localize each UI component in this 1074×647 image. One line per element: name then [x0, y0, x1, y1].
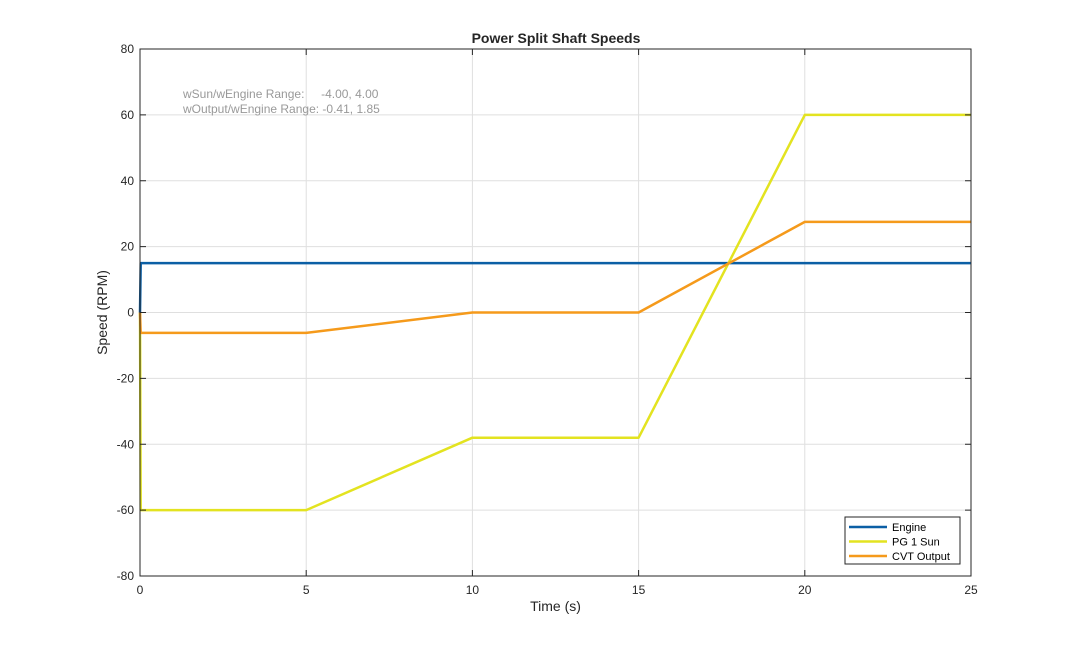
x-tick-label: 20: [798, 583, 812, 597]
chart-title: Power Split Shaft Speeds: [472, 30, 641, 46]
x-tick-label: 5: [303, 583, 310, 597]
annotation-output-range: wOutput/wEngine Range: -0.41, 1.85: [182, 102, 380, 116]
y-tick-label: 60: [121, 108, 135, 122]
legend: Engine PG 1 Sun CVT Output: [844, 516, 961, 565]
y-tick-label: 0: [127, 306, 134, 320]
y-tick-label: -80: [117, 569, 135, 583]
y-tick-label: -40: [117, 437, 135, 451]
y-tick-label: -60: [117, 503, 135, 517]
x-tick-label: 0: [137, 583, 144, 597]
legend-label-cvt-output: CVT Output: [892, 551, 950, 563]
y-axis-label: Speed (RPM): [94, 270, 110, 355]
x-tick-label: 15: [632, 583, 646, 597]
x-tick-label: 10: [466, 583, 480, 597]
legend-label-pg-1-sun: PG 1 Sun: [892, 537, 940, 549]
ticks: [139, 48, 972, 577]
series-line-engine: [138, 261, 971, 313]
y-tick-label: -20: [117, 371, 135, 385]
series-line-cvt-output: [138, 220, 971, 335]
y-tick-label: 40: [121, 174, 135, 188]
x-axis-label: Time (s): [530, 598, 581, 614]
annotation-sun-range: wSun/wEngine Range: -4.00, 4.00: [182, 87, 379, 101]
y-tick-label: 20: [121, 240, 135, 254]
y-tick-label: 80: [121, 42, 135, 56]
x-tick-label: 25: [964, 583, 978, 597]
legend-label-engine: Engine: [892, 522, 926, 534]
tick-labels: 0 5 10 15 20 25 -80 -60 -40 -20 0 20 40 60 80: [117, 42, 978, 597]
